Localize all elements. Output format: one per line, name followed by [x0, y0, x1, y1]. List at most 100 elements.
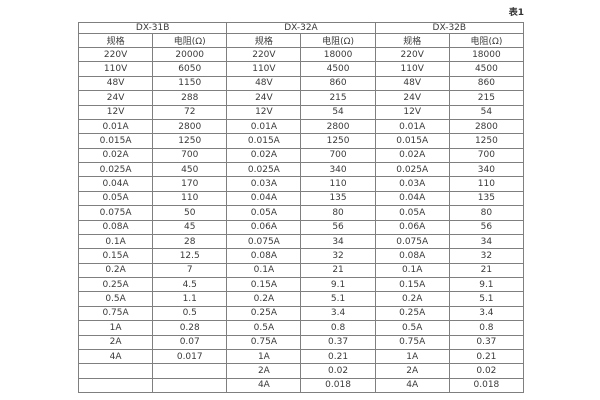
resistance-cell: 45 [152, 219, 228, 235]
spec-cell: 0.1A [374, 262, 450, 279]
table-row: 0.5A 1.1 0.2A 5.1 0.2A 5.1 [77, 291, 525, 307]
resistance-cell: 1.1 [152, 291, 228, 307]
spec-cell: 0.08A [77, 219, 154, 235]
resistance-cell: 700 [448, 147, 525, 164]
spec-cell: 48V [374, 75, 450, 92]
resistance-cell: 0.02 [300, 363, 376, 379]
spec-cell: 0.01A [77, 118, 154, 135]
spec-cell: 0.025A [77, 161, 154, 178]
resistance-cell: 0.02 [448, 363, 525, 379]
resistance-cell: 1250 [448, 133, 525, 149]
resistance-cell: 4500 [300, 61, 376, 77]
spec-cell: 0.2A [226, 291, 302, 307]
resistance-cell: 3.4 [448, 305, 525, 322]
spec-cell: 0.06A [374, 219, 450, 235]
resistance-cell: 28 [152, 233, 228, 250]
table-row: 1A 0.28 0.5A 0.8 0.5A 0.8 [77, 320, 525, 336]
resistance-cell: 21 [448, 262, 525, 279]
spec-cell: 0.15A [77, 248, 154, 264]
table-row: 0.75A 0.5 0.25A 3.4 0.25A 3.4 [77, 305, 525, 322]
table-caption: 表1 [508, 8, 524, 18]
resistance-cell: 34 [300, 233, 376, 250]
spec-cell: 0.75A [226, 334, 302, 350]
col-header-resistance-dx-32a: 电阻(Ω) [300, 33, 376, 48]
resistance-cell: 18000 [300, 46, 376, 63]
group-header-dx-32a: DX-32A [226, 22, 376, 34]
table-row: 4A 0.017 1A 0.21 1A 0.21 [77, 348, 525, 365]
spec-cell: 0.25A [374, 305, 450, 322]
table-row: 4A 0.018 4A 0.018 [77, 377, 525, 394]
resistance-cell: 110 [448, 176, 525, 192]
resistance-cell: 1250 [152, 133, 228, 149]
spec-cell: 0.03A [374, 176, 450, 192]
resistance-cell: 0.21 [300, 348, 376, 365]
spec-cell: 0.075A [226, 233, 302, 250]
col-header-spec-dx-31b: 规格 [77, 33, 154, 48]
spec-cell: 0.02A [226, 147, 302, 164]
table-row: 2A 0.02 2A 0.02 [77, 363, 525, 379]
col-header-spec-dx-32b: 规格 [374, 33, 450, 48]
spec-cell: 2A [77, 334, 154, 350]
resistance-cell: 9.1 [300, 276, 376, 293]
resistance-cell: 0.8 [300, 320, 376, 336]
spec-cell: 0.05A [77, 190, 154, 207]
spec-cell: 24V [374, 90, 450, 106]
resistance-cell [152, 363, 228, 379]
resistance-cell: 450 [152, 161, 228, 178]
resistance-cell: 0.5 [152, 305, 228, 322]
spec-cell: 0.05A [374, 205, 450, 221]
resistance-cell: 170 [152, 176, 228, 192]
resistance-cell: 12.5 [152, 248, 228, 264]
resistance-cell: 860 [448, 75, 525, 92]
resistance-cell: 32 [300, 248, 376, 264]
resistance-cell: 54 [300, 104, 376, 120]
spec-cell: 110V [77, 61, 154, 77]
table-row: 2A 0.07 0.75A 0.37 0.75A 0.37 [77, 334, 525, 350]
spec-cell: 0.15A [226, 276, 302, 293]
spec-cell: 4A [226, 377, 302, 394]
spec-cell: 0.04A [226, 190, 302, 207]
spec-cell: 0.05A [226, 205, 302, 221]
spec-cell: 0.02A [374, 147, 450, 164]
group-header-dx-31b: DX-31B [77, 22, 228, 34]
spec-cell: 0.02A [77, 147, 154, 164]
table-row: 0.02A 700 0.02A 700 0.02A 700 [77, 147, 525, 164]
spec-cell: 0.75A [374, 334, 450, 350]
spec-cell: 0.1A [226, 262, 302, 279]
spec-cell: 0.075A [374, 233, 450, 250]
spec-cell [77, 363, 154, 379]
col-header-resistance-dx-31b: 电阻(Ω) [152, 33, 228, 48]
resistance-cell: 0.017 [152, 348, 228, 365]
resistance-cell: 50 [152, 205, 228, 221]
resistance-cell: 0.37 [448, 334, 525, 350]
spec-cell: 48V [77, 75, 154, 92]
table-row: 0.25A 4.5 0.15A 9.1 0.15A 9.1 [77, 276, 525, 293]
spec-cell: 0.01A [226, 118, 302, 135]
resistance-cell: 2800 [448, 118, 525, 135]
table-row: 0.08A 45 0.06A 56 0.06A 56 [77, 219, 525, 235]
resistance-cell [152, 377, 228, 394]
resistance-cell: 56 [300, 219, 376, 235]
table-row: 48V 1150 48V 860 48V 860 [77, 75, 525, 92]
spec-cell: 0.075A [77, 205, 154, 221]
spec-cell: 0.5A [226, 320, 302, 336]
resistance-cell: 110 [300, 176, 376, 192]
resistance-cell: 860 [300, 75, 376, 92]
spec-cell: 24V [77, 90, 154, 106]
resistance-cell: 32 [448, 248, 525, 264]
resistance-cell: 288 [152, 90, 228, 106]
spec-cell: 110V [374, 61, 450, 77]
spec-cell: 0.25A [226, 305, 302, 322]
resistance-cell: 9.1 [448, 276, 525, 293]
spec-cell: 0.25A [77, 276, 154, 293]
table-row: 0.05A 110 0.04A 135 0.04A 135 [77, 190, 525, 207]
spec-cell: 0.1A [77, 233, 154, 250]
column-header-row: 规格 电阻(Ω) 规格 电阻(Ω) 规格 电阻(Ω) [77, 33, 525, 48]
resistance-cell: 0.37 [300, 334, 376, 350]
spec-cell: 0.06A [226, 219, 302, 235]
resistance-cell: 0.28 [152, 320, 228, 336]
spec-cell: 1A [77, 320, 154, 336]
resistance-cell: 72 [152, 104, 228, 120]
resistance-cell: 135 [448, 190, 525, 207]
resistance-spec-table: DX-31B DX-32A DX-32B 规格 电阻(Ω) 规格 电阻(Ω) 规… [77, 22, 525, 394]
